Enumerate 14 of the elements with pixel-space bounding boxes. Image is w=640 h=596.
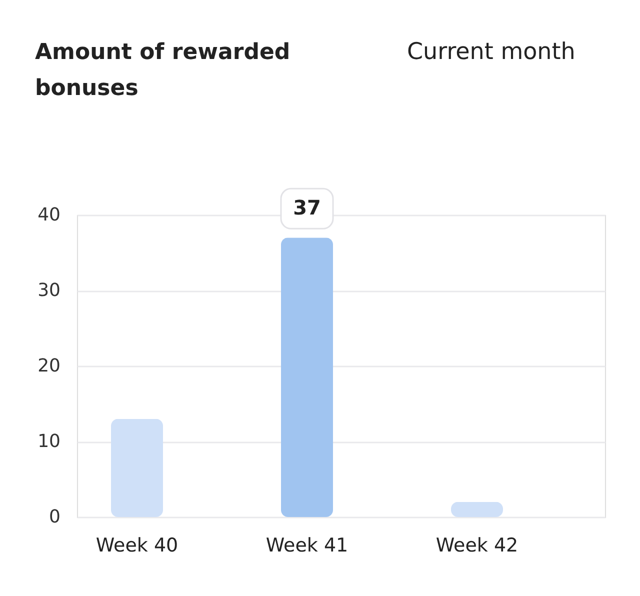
x-tick-label: Week 40 xyxy=(96,534,178,556)
x-tick-label: Week 41 xyxy=(266,534,348,556)
y-tick-label: 40 xyxy=(38,204,60,226)
chart-title: Amount of rewarded bonuses xyxy=(35,40,290,101)
y-tick-label: 10 xyxy=(38,431,60,452)
bar xyxy=(280,238,334,517)
y-tick-label: 30 xyxy=(38,280,60,301)
data-label: 37 xyxy=(293,196,321,220)
y-tick-label: 0 xyxy=(49,506,60,528)
text: Current month xyxy=(407,39,576,65)
x-tick-label: Week 42 xyxy=(436,534,518,556)
bar xyxy=(450,502,504,517)
y-tick-label: 20 xyxy=(38,356,60,376)
bar xyxy=(111,418,164,517)
